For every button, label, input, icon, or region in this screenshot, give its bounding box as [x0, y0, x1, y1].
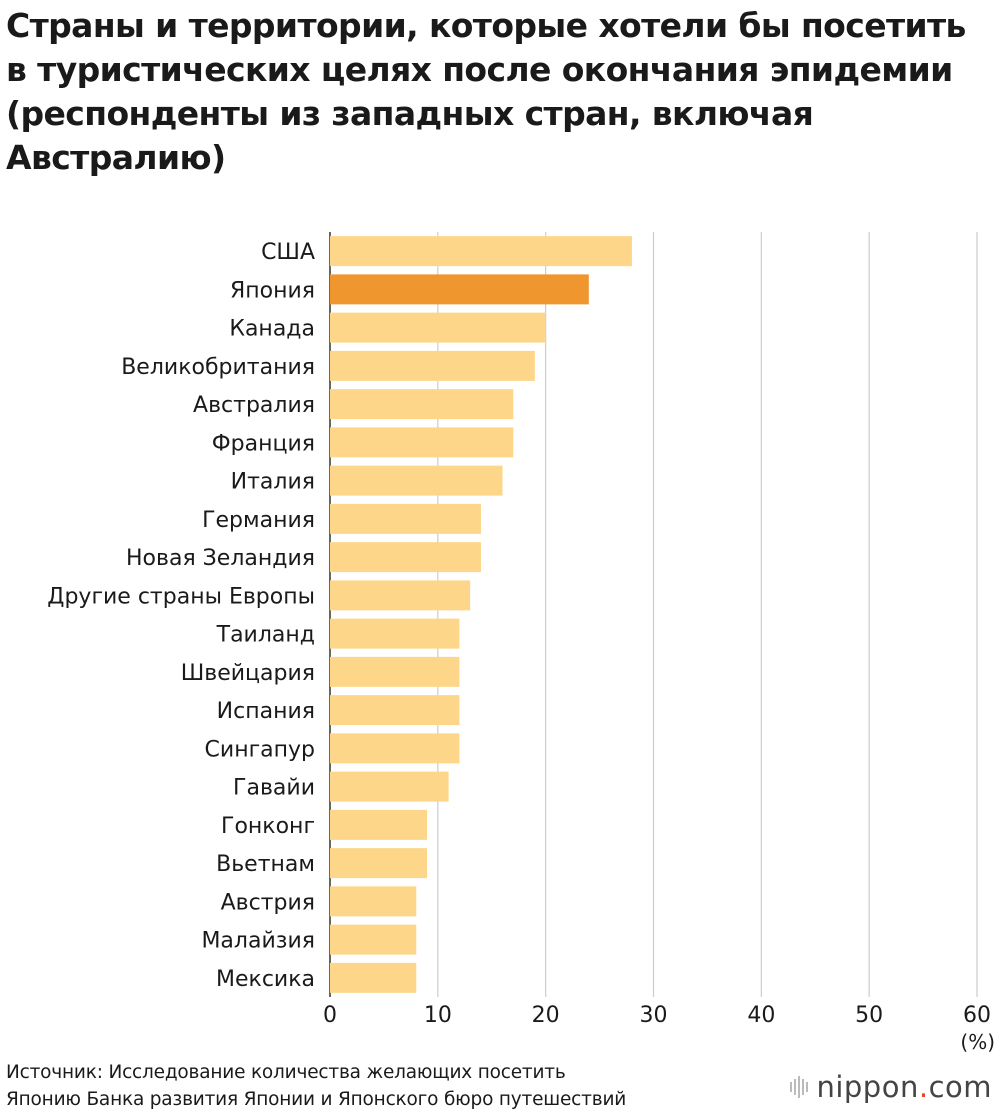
bar [330, 656, 460, 687]
bar-chart: США Япония Канада Великобритания Австралия Фр… [47, 232, 995, 1054]
bar [330, 503, 481, 534]
bar [330, 848, 428, 879]
bar [330, 771, 449, 802]
x-tick-label: 0 [323, 1003, 337, 1028]
source-note: Источник: Исследование количества желающ… [6, 1059, 766, 1113]
category-label: Франция [212, 431, 315, 456]
x-tick-label: 40 [747, 1003, 775, 1028]
bar [330, 427, 514, 458]
brand-logo[interactable]: nippon. com [790, 1070, 992, 1104]
category-label: Япония [230, 278, 315, 303]
bar [330, 350, 535, 381]
category-label: Мексика [216, 967, 315, 992]
bar [330, 274, 589, 305]
category-label: Германия [202, 508, 315, 533]
bar [330, 924, 417, 955]
source-line-2: Японию Банка развития Японии и Японского… [6, 1089, 627, 1110]
bar [330, 236, 632, 267]
brand-dot: . [918, 1070, 929, 1104]
x-tick-label: 20 [532, 1003, 560, 1028]
category-label: Гавайи [233, 776, 315, 801]
bar [330, 809, 428, 840]
bar [330, 618, 460, 649]
category-label: Австрия [221, 890, 315, 915]
x-tick-label: 50 [855, 1003, 883, 1028]
bars [330, 236, 632, 993]
bar [330, 389, 514, 420]
bar [330, 312, 546, 343]
brand-tld: com [928, 1070, 992, 1104]
bar [330, 886, 417, 917]
category-label: Великобритания [121, 355, 315, 380]
x-axis-ticks: 0 10 20 30 40 50 60 [323, 1003, 991, 1028]
category-label: Швейцария [181, 661, 315, 686]
category-label: США [261, 240, 315, 265]
bar [330, 962, 417, 993]
category-label: Канада [229, 317, 315, 342]
brand-name: nippon [816, 1070, 919, 1104]
category-label: Таиланд [216, 623, 315, 648]
category-label: Австралия [193, 393, 315, 418]
category-label: Новая Зеландия [126, 546, 315, 571]
category-label: Другие страны Европы [47, 584, 315, 609]
bar [330, 695, 460, 726]
x-axis-unit: (%) [960, 1030, 995, 1054]
category-label: Сингапур [205, 737, 315, 762]
bar [330, 733, 460, 764]
category-label: Испания [217, 699, 315, 724]
chart-title: Страны и территории, которые хотели бы п… [6, 6, 966, 177]
bar [330, 580, 471, 611]
x-tick-label: 10 [424, 1003, 452, 1028]
x-tick-label: 30 [640, 1003, 668, 1028]
bar [330, 465, 503, 496]
category-labels: США Япония Канада Великобритания Австралия Фр… [47, 240, 315, 992]
x-tick-label: 60 [963, 1003, 991, 1028]
category-label: Вьетнам [216, 852, 315, 877]
category-label: Италия [231, 470, 315, 495]
category-label: Малайзия [201, 929, 315, 954]
category-label: Гонконг [221, 814, 315, 839]
bar [330, 542, 481, 573]
source-line-1: Источник: Исследование количества желающ… [6, 1062, 566, 1083]
gridlines [329, 232, 978, 997]
nippon-logo-icon [790, 1076, 810, 1098]
